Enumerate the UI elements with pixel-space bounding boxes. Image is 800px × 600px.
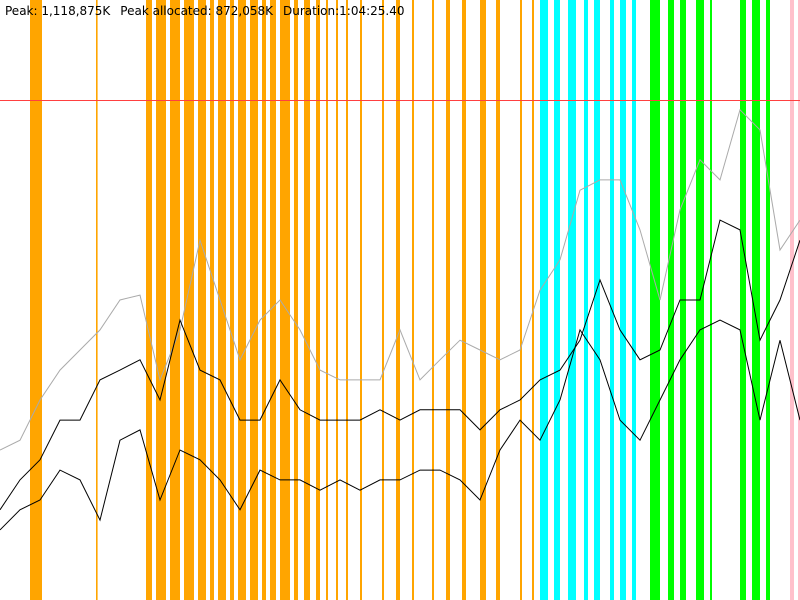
memory-line: [0, 219, 800, 511]
event-band: [346, 0, 348, 600]
event-band: [520, 0, 522, 600]
event-band: [480, 0, 486, 600]
event-band: [156, 0, 166, 600]
event-band: [250, 0, 258, 600]
event-band: [30, 0, 42, 600]
event-band: [210, 0, 214, 600]
event-band: [668, 0, 674, 600]
event-band: [170, 0, 180, 600]
event-band: [316, 0, 320, 600]
peak-allocated-text: Peak allocated: 872,058K: [120, 4, 273, 18]
event-band: [632, 0, 636, 600]
event-band: [184, 0, 194, 600]
event-band: [584, 0, 588, 600]
event-band: [218, 0, 226, 600]
event-band: [710, 0, 712, 600]
memory-line: [0, 108, 800, 451]
event-band: [462, 0, 466, 600]
event-band: [752, 0, 760, 600]
event-band: [382, 0, 384, 600]
summary-bar: Peak: 1,118,875K Peak allocated: 872,058K…: [5, 4, 415, 18]
event-band: [540, 0, 548, 600]
event-band: [790, 0, 794, 600]
event-band: [610, 0, 614, 600]
event-band: [798, 0, 800, 600]
event-band: [412, 0, 414, 600]
duration-text: Duration:1:04:25.40: [282, 4, 405, 18]
event-band: [532, 0, 534, 600]
event-band: [270, 0, 276, 600]
event-band: [198, 0, 206, 600]
event-band: [432, 0, 434, 600]
event-band: [294, 0, 298, 600]
event-band: [262, 0, 266, 600]
event-band: [554, 0, 560, 600]
event-band: [336, 0, 338, 600]
peak-text: Peak: 1,118,875K: [5, 4, 111, 18]
event-band: [620, 0, 626, 600]
event-band: [496, 0, 500, 600]
event-band: [766, 0, 770, 600]
event-band: [360, 0, 362, 600]
event-band: [650, 0, 660, 600]
event-band: [326, 0, 328, 600]
event-band: [594, 0, 600, 600]
event-band: [396, 0, 400, 600]
event-band: [740, 0, 746, 600]
event-band: [446, 0, 450, 600]
event-band: [146, 0, 152, 600]
memory-line: [0, 319, 800, 531]
event-band: [280, 0, 290, 600]
event-band: [96, 0, 98, 600]
event-band: [304, 0, 310, 600]
event-band: [238, 0, 246, 600]
event-band: [230, 0, 234, 600]
event-band: [568, 0, 576, 600]
